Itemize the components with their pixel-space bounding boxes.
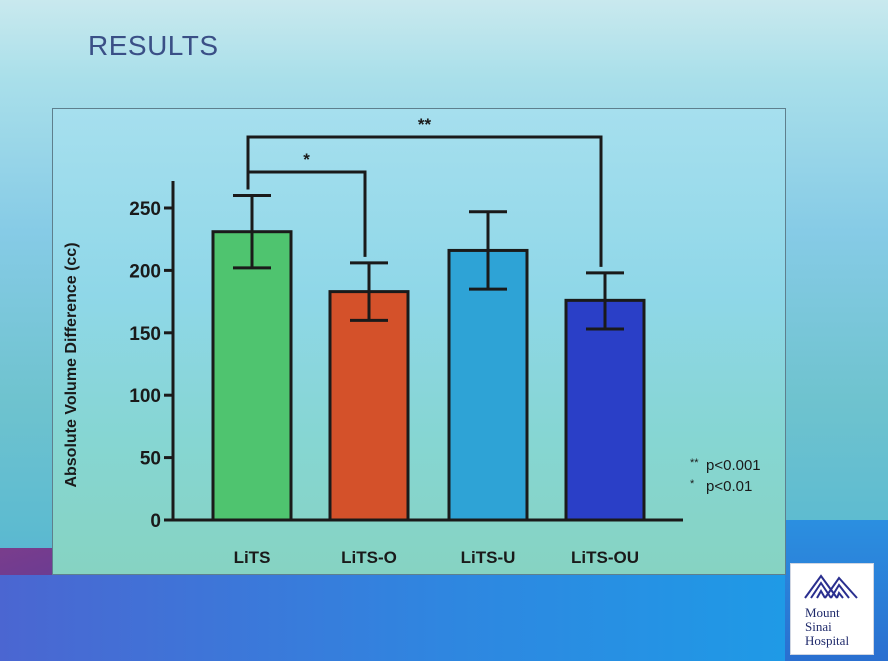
- x-tick-label: LiTS-O: [341, 548, 397, 567]
- logo-text-line-2: Sinai: [805, 619, 832, 634]
- chart-axes: 0 50 100 150 200 250 Absolute Volume Differenc…: [63, 181, 683, 532]
- x-tick-label: LiTS-U: [461, 548, 516, 567]
- bar-lits-ou: [564, 298, 646, 522]
- logo-text-line-1: Mount: [805, 605, 840, 620]
- x-tick-label: LiTS: [234, 548, 271, 567]
- p-value-mark: **: [690, 457, 699, 469]
- logo-text-line-3: Hospital: [805, 633, 850, 648]
- y-tick-label: 200: [129, 261, 161, 282]
- y-tick-label: 250: [129, 199, 161, 220]
- significance-marker: **: [418, 115, 432, 134]
- slide-title: RESULTS: [88, 30, 219, 61]
- p-value-notes: ** p<0.001 * p<0.01: [690, 457, 761, 495]
- chart-panel: 0 50 100 150 200 250 Absolute Volume Differenc…: [52, 108, 786, 575]
- y-tick-label: 0: [150, 511, 161, 532]
- y-tick-label: 50: [140, 449, 161, 470]
- chart-bars: LiTS LiTS-O LiTS-U LiTS-OU: [211, 230, 646, 567]
- mountain-logo-icon: [804, 574, 858, 599]
- y-axis-label: Absolute Volume Difference (cc): [63, 242, 80, 487]
- significance-brackets: ***: [246, 115, 603, 267]
- y-tick-label: 150: [129, 324, 161, 345]
- p-value-mark: *: [690, 478, 695, 490]
- p-value-text: p<0.01: [706, 478, 752, 495]
- decorative-band-bottom: [0, 575, 888, 661]
- chart-error-bars: [233, 194, 624, 331]
- x-tick-label: LiTS-OU: [571, 548, 639, 567]
- bar-lits: [211, 230, 293, 522]
- mount-sinai-logo: Mount Sinai Hospital: [790, 563, 874, 655]
- y-tick-label: 100: [129, 386, 161, 407]
- significance-marker: *: [303, 150, 310, 169]
- bar-lits-u: [447, 248, 529, 522]
- significance-bracket: [246, 135, 603, 267]
- bar-chart: 0 50 100 150 200 250 Absolute Volume Differenc…: [63, 115, 761, 567]
- bar-lits-o: [328, 290, 410, 522]
- p-value-text: p<0.001: [706, 457, 761, 474]
